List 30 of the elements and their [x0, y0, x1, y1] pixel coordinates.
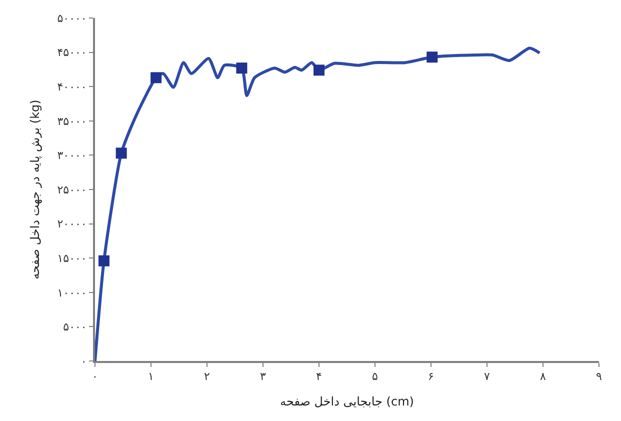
- y-tick-label: ۲۰۰۰۰: [57, 218, 87, 231]
- point: [98, 255, 110, 266]
- point: [116, 148, 127, 159]
- point: [150, 72, 162, 84]
- x-tick-label: ۳: [260, 370, 266, 384]
- point: [314, 64, 324, 76]
- x-tick-label: ۵: [372, 370, 378, 384]
- y-tick-label: ۳۰۰۰۰: [57, 149, 87, 162]
- x-tick-label: ۰: [92, 370, 98, 384]
- x-tick-label: ۱: [148, 370, 154, 384]
- x-tick-label: ۹: [596, 370, 602, 384]
- line-series: [95, 46, 542, 361]
- x-tick-label: ۶: [428, 370, 434, 384]
- y-axis-title: برش پایه در جهت داخل صفحه (kg): [28, 100, 42, 280]
- y-tick-label: ۱۵۰۰۰: [57, 252, 87, 265]
- y-tick-label: ۴۰۰۰۰: [57, 80, 87, 94]
- y-tick-label: ۱۰۰۰۰: [57, 286, 87, 300]
- point: [426, 52, 438, 63]
- y-tick-label: ۴۵۰۰۰: [57, 46, 87, 60]
- x-tick-label: ۷: [484, 370, 490, 384]
- x-tick-label: ۲: [204, 370, 210, 384]
- y-tick-label: ۵۰۰۰۰: [57, 12, 87, 25]
- y-tick-label: ۲۵۰۰۰: [57, 183, 87, 196]
- x-tick-label: ۸: [540, 370, 546, 384]
- y-tick-label: ۳۵۰۰۰: [57, 114, 87, 128]
- x-tick-label: ۴: [316, 370, 322, 384]
- y-tick-label: ۵۰۰۰: [63, 320, 87, 334]
- y-tick-label: ۰: [80, 354, 87, 368]
- x-axis-title: جابجایی داخل صفحه (cm): [280, 394, 414, 409]
- point: [236, 62, 248, 74]
